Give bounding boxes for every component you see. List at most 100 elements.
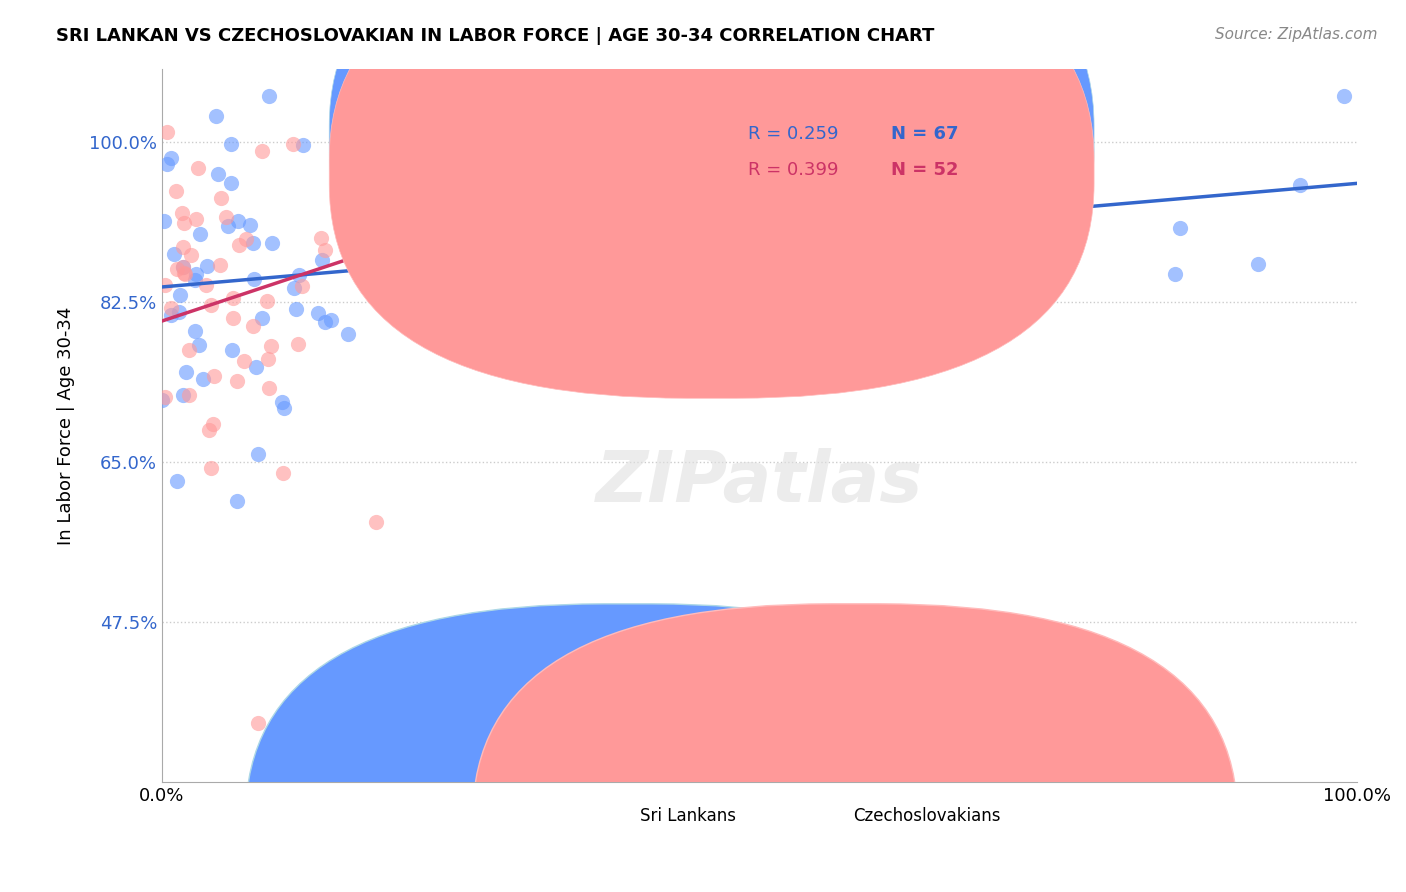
Point (202, 368, 225, 383)
Text: ZIPatlas: ZIPatlas (596, 448, 924, 517)
Point (217, 219, 239, 234)
Point (221, 343, 243, 357)
Point (1164, 267, 1187, 281)
Point (214, 210, 236, 224)
Point (209, 258, 232, 272)
Point (207, 167, 229, 181)
FancyBboxPatch shape (664, 112, 998, 204)
Point (173, 267, 195, 281)
Point (160, 151, 183, 165)
Point (1247, 256, 1270, 270)
Point (419, 197, 441, 211)
Point (256, 294, 278, 309)
Point (172, 260, 194, 275)
Point (494, 166, 516, 180)
Point (166, 261, 188, 276)
Text: R = 0.399: R = 0.399 (748, 161, 838, 179)
Point (1289, 178, 1312, 193)
Point (285, 302, 308, 317)
Point (179, 343, 201, 358)
Text: N = 52: N = 52 (891, 161, 959, 179)
Point (200, 460, 222, 475)
Point (287, 336, 309, 351)
Point (159, 301, 181, 315)
Point (193, 372, 215, 386)
Point (287, 268, 309, 282)
Point (202, 417, 225, 431)
Point (311, 253, 333, 268)
Point (444, 139, 467, 153)
Point (184, 212, 207, 227)
Point (1333, 89, 1355, 103)
Point (173, 216, 195, 230)
Point (245, 360, 267, 375)
Point (180, 248, 202, 262)
Point (153, 214, 176, 228)
Point (184, 324, 207, 338)
Point (315, 314, 337, 328)
FancyBboxPatch shape (329, 0, 1094, 398)
Point (165, 184, 187, 198)
Point (319, 312, 342, 326)
Point (153, 278, 176, 293)
Point (242, 318, 264, 333)
Point (522, 168, 544, 182)
FancyBboxPatch shape (246, 604, 1011, 892)
Point (585, 294, 607, 309)
Point (172, 260, 194, 275)
Point (172, 388, 194, 402)
Point (336, 327, 359, 342)
Point (537, 103, 560, 118)
Point (257, 89, 280, 103)
Point (195, 277, 218, 292)
Point (225, 494, 247, 508)
Point (936, 252, 959, 267)
Point (380, 258, 402, 272)
Point (226, 214, 249, 228)
Point (177, 388, 200, 402)
Point (162, 247, 184, 261)
Text: SRI LANKAN VS CZECHOSLOVAKIAN IN LABOR FORCE | AGE 30-34 CORRELATION CHART: SRI LANKAN VS CZECHOSLOVAKIAN IN LABOR F… (56, 27, 935, 45)
Point (693, 303, 716, 318)
Point (366, 515, 388, 529)
Point (166, 474, 188, 488)
Text: Czechoslovakians: Czechoslovakians (853, 807, 1001, 825)
Point (219, 176, 242, 190)
Point (357, 241, 380, 255)
Point (425, 238, 447, 252)
Point (172, 240, 194, 254)
Point (496, 101, 519, 115)
Point (257, 381, 280, 395)
Point (307, 306, 329, 320)
Point (291, 279, 314, 293)
Point (873, 113, 896, 128)
Point (309, 230, 332, 244)
Point (159, 308, 181, 322)
Point (156, 125, 179, 139)
Point (1170, 221, 1192, 235)
Point (418, 120, 440, 135)
Point (169, 288, 191, 302)
Point (246, 446, 269, 460)
Point (283, 281, 305, 295)
Text: R = 0.259: R = 0.259 (748, 125, 838, 144)
Point (273, 401, 295, 416)
Point (232, 353, 254, 368)
Text: Sri Lankans: Sri Lankans (640, 807, 735, 825)
Point (187, 161, 209, 175)
Point (226, 374, 249, 388)
Point (793, 142, 815, 156)
Point (929, 302, 952, 317)
Point (243, 272, 266, 286)
Point (720, 155, 742, 169)
Point (484, 188, 506, 202)
Point (256, 351, 278, 366)
Point (198, 423, 221, 437)
Point (250, 144, 273, 158)
Point (260, 339, 283, 353)
Point (150, 392, 173, 407)
Point (411, 159, 433, 173)
Y-axis label: In Labor Force | Age 30-34: In Labor Force | Age 30-34 (58, 306, 75, 545)
Point (271, 467, 294, 481)
Point (187, 338, 209, 352)
